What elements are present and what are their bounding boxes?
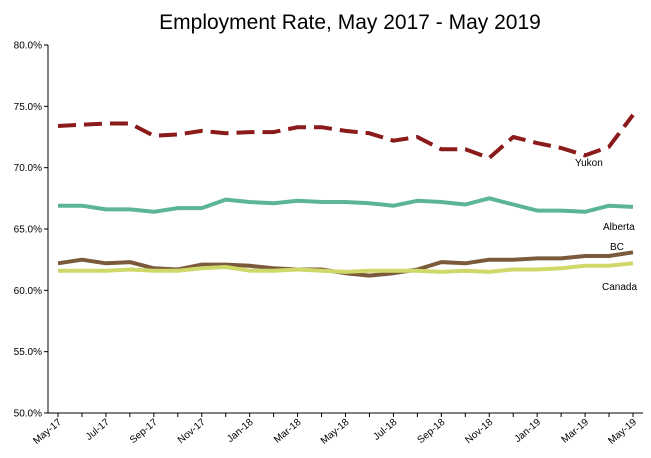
x-tick-label: Jan-19 [513, 417, 544, 445]
x-tick-label: Mar-19 [560, 417, 592, 446]
x-tick-label: Mar-18 [272, 417, 304, 446]
chart-title: Employment Rate, May 2017 - May 2019 [159, 11, 541, 34]
y-tick-label: 60.0% [14, 286, 42, 297]
y-tick-label: 75.0% [14, 102, 42, 113]
y-tick-label: 50.0% [14, 409, 42, 420]
series-label-alberta: Alberta [603, 222, 635, 233]
y-tick-label: 80.0% [14, 41, 42, 52]
x-tick-label: Sep-17 [128, 417, 160, 446]
series-line-alberta [58, 196, 634, 214]
series-label-bc: BC [610, 242, 624, 253]
x-tick-label: May-19 [606, 417, 639, 447]
x-tick-label: Nov-17 [176, 417, 208, 446]
y-tick-label: 55.0% [14, 347, 42, 358]
series-labels: Yukon Alberta BC Canada [575, 158, 637, 293]
series-label-yukon: Yukon [575, 158, 603, 169]
series-line-canada [58, 261, 634, 274]
x-tick-label: Sep-18 [415, 417, 447, 446]
x-tick-label: Jan-18 [225, 417, 256, 445]
x-tick-label: May-18 [319, 417, 352, 447]
series-label-canada: Canada [602, 282, 637, 293]
y-tick-label: 70.0% [14, 163, 42, 174]
axes: 50.0% 55.0% 60.0% 65.0% 70.0% 75.0% 80.0% May-1… [14, 41, 643, 447]
x-tick-label: Nov-18 [463, 417, 495, 446]
x-tick-label: Jul-18 [371, 417, 399, 443]
x-tick-label: May-17 [31, 417, 64, 447]
x-tick-label: Jul-17 [84, 417, 112, 443]
series-line-yukon [57, 113, 635, 160]
y-tick-label: 65.0% [14, 225, 42, 236]
series-lines [57, 113, 635, 278]
